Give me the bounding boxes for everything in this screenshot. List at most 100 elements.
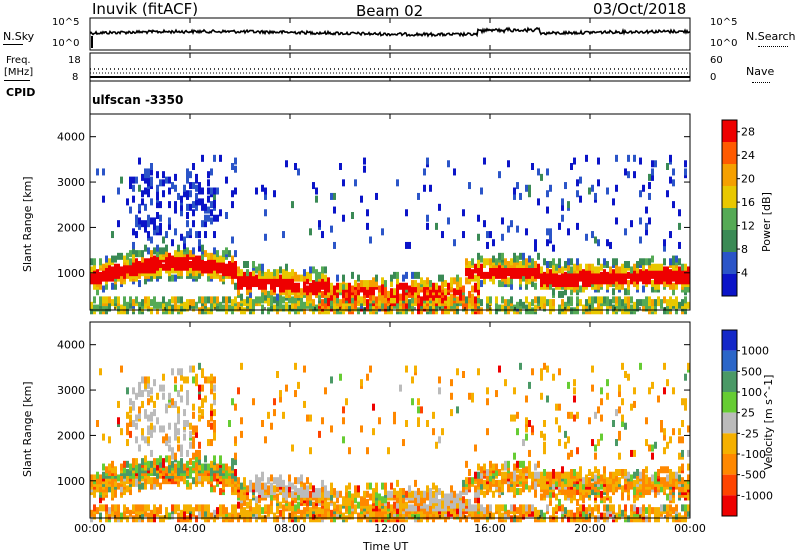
- power-cell: [570, 296, 573, 304]
- power-cell: [639, 269, 642, 277]
- velocity-cell: [486, 488, 489, 496]
- velocity-cell: [366, 447, 369, 455]
- power-cell: [141, 299, 144, 307]
- velocity-cell: [162, 515, 165, 523]
- power-cell: [360, 280, 363, 288]
- velocity-cell: [666, 504, 669, 512]
- velocity-cell: [507, 460, 510, 468]
- velocity-cell: [234, 509, 237, 517]
- velocity-cell: [213, 384, 216, 392]
- power-cell: [150, 163, 153, 170]
- power-cell: [294, 163, 297, 170]
- velocity-cell: [234, 452, 237, 460]
- power-cell: [471, 285, 474, 293]
- velocity-cell: [624, 469, 627, 476]
- velocity-cell: [543, 441, 546, 449]
- velocity-cell: [588, 504, 591, 512]
- power-cell: [585, 299, 588, 307]
- velocity-cell: [270, 474, 273, 482]
- velocity-cell: [612, 420, 615, 427]
- power-cell: [537, 198, 540, 206]
- velocity-cell: [633, 387, 636, 395]
- power-cell: [366, 280, 369, 288]
- power-cell: [138, 301, 141, 309]
- power-cell: [336, 282, 339, 290]
- power-cell: [282, 231, 285, 239]
- power-cell: [627, 288, 630, 296]
- velocity-cell: [153, 409, 156, 417]
- velocity-cell: [573, 512, 576, 520]
- power-cell: [405, 301, 408, 309]
- velocity-cell: [657, 515, 660, 523]
- velocity-cell: [558, 504, 561, 512]
- velocity-cell: [195, 504, 198, 512]
- velocity-cell: [366, 482, 369, 490]
- power-cell: [549, 299, 552, 307]
- power-cell: [531, 258, 534, 266]
- velocity-cell: [456, 406, 459, 414]
- velocity-cell: [609, 485, 612, 493]
- power-cell: [159, 247, 162, 255]
- velocity-cell: [480, 509, 483, 517]
- power-cell: [531, 307, 534, 315]
- velocity-cell: [486, 504, 489, 512]
- power-cell: [465, 301, 468, 309]
- power-cell: [390, 280, 393, 288]
- velocity-cell: [417, 488, 420, 496]
- power-cell: [630, 296, 633, 304]
- power-cell: [396, 179, 399, 187]
- power-cell: [186, 176, 189, 184]
- power-cell: [654, 160, 657, 168]
- power-cell: [354, 179, 357, 187]
- power-cell: [465, 258, 468, 266]
- power-cell: [540, 173, 543, 181]
- beam-title: Beam 02: [356, 2, 424, 20]
- velocity-cell: [345, 515, 348, 523]
- velocity-cell: [513, 474, 516, 482]
- velocity-cell: [174, 400, 177, 408]
- velocity-cell: [501, 512, 504, 520]
- power-cell: [456, 296, 459, 304]
- power-cell: [240, 307, 243, 315]
- power-cell: [624, 228, 627, 236]
- velocity-cell: [126, 460, 129, 468]
- power-cell: [171, 255, 174, 263]
- velocity-cell: [270, 493, 273, 501]
- power-cell: [264, 288, 267, 296]
- velocity-cell: [414, 490, 417, 498]
- velocity-cell: [126, 422, 129, 430]
- velocity-cell: [660, 477, 663, 485]
- power-cell: [219, 154, 222, 162]
- power-cell: [684, 160, 687, 168]
- velocity-cell: [93, 488, 96, 496]
- velocity-cell: [261, 471, 264, 479]
- velocity-cell: [486, 482, 489, 490]
- power-cell: [90, 258, 93, 266]
- power-cell: [408, 285, 411, 293]
- velocity-cell: [546, 365, 549, 373]
- velocity-cell: [246, 485, 249, 493]
- power-cell: [471, 299, 474, 307]
- power-cell: [363, 296, 366, 304]
- power-cell: [276, 293, 279, 301]
- power-cell: [684, 301, 687, 309]
- velocity-cell: [135, 504, 138, 512]
- velocity-cell: [420, 509, 423, 517]
- velocity-cell: [621, 485, 624, 493]
- velocity-cell: [576, 482, 579, 490]
- velocity-cell: [540, 493, 543, 501]
- velocity-cell: [168, 512, 171, 520]
- velocity-cell: [195, 463, 198, 471]
- velocity-cell: [318, 430, 321, 438]
- velocity-cell: [528, 420, 531, 427]
- velocity-cell: [687, 362, 690, 370]
- velocity-cell: [174, 463, 177, 471]
- velocity-cell: [390, 490, 393, 498]
- power-cell: [231, 163, 234, 170]
- power-cell: [93, 304, 96, 312]
- velocity-cell: [462, 496, 465, 504]
- velocity-cell: [198, 414, 201, 422]
- velocity-cell: [150, 477, 153, 485]
- power-cell: [639, 299, 642, 307]
- velocity-cell: [387, 512, 390, 520]
